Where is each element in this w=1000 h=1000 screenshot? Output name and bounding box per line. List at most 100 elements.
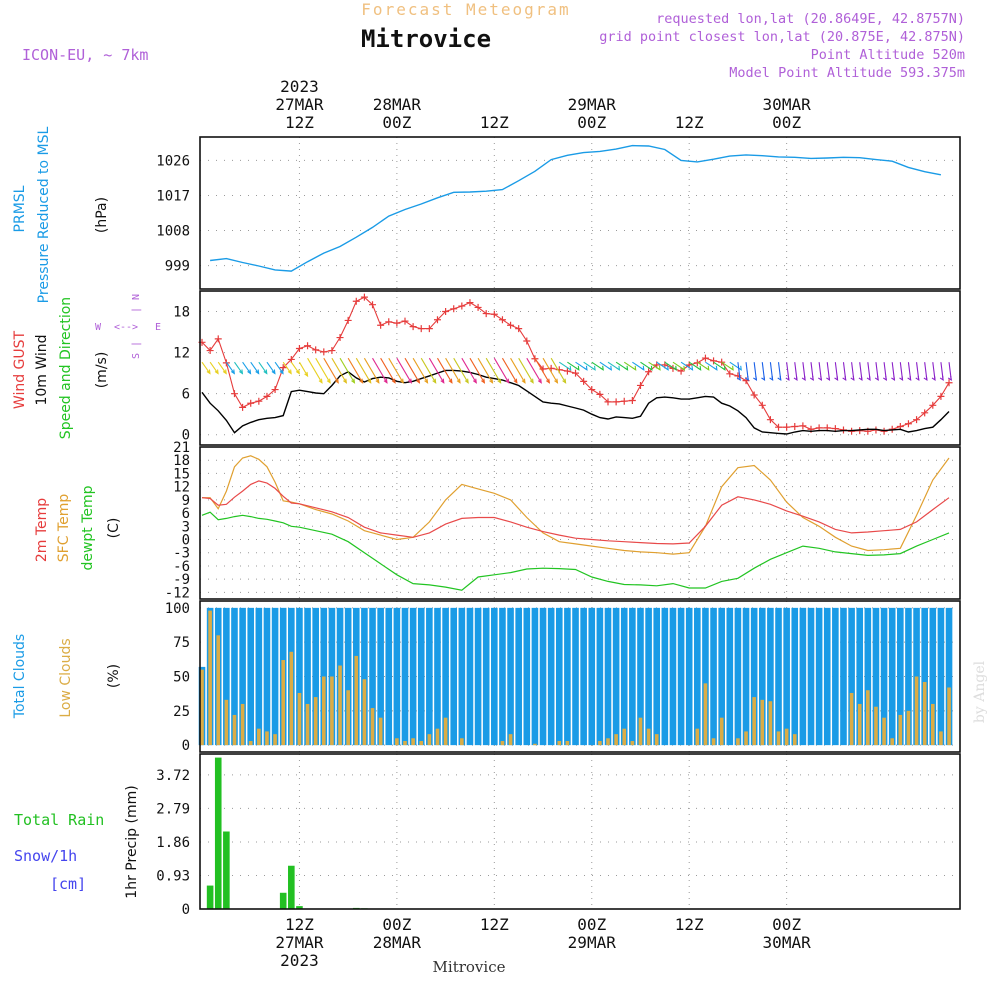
wind-arrowhead [521,378,526,384]
y-tick-label: 0.93 [156,868,190,884]
bottom-time-label: 28MAR [373,933,422,952]
wind-arrowhead [230,369,235,375]
gust-marker [904,420,912,428]
low-cloud-bar [614,734,618,746]
low-cloud-bar [443,717,448,746]
gust-marker [255,397,263,405]
wind-arrowhead [721,365,726,371]
low-cloud-bar [931,703,935,746]
panel-frame [199,136,961,290]
wind-arrowhead [713,365,718,371]
wind-arrowhead [931,375,936,382]
top-time-label: 29MAR [568,95,617,114]
gust-marker [669,364,677,372]
gust-marker [628,397,636,405]
wind-arrow [437,357,453,383]
gust-marker [791,423,799,431]
wind-arrowhead [947,375,952,382]
wind-arrowhead [464,378,469,384]
wind-arrowhead [826,375,831,382]
y-tick-label: -6 [173,559,190,575]
total-cloud-bar [231,607,238,746]
wind-arrowhead [777,375,782,382]
grid-coords: grid point closest lon,lat (20.875E, 42.… [599,29,965,45]
total-cloud-bar [263,607,271,746]
gust-marker [913,416,921,424]
wind-arrowhead [866,375,871,382]
gust-marker [360,293,368,301]
gust-marker [750,391,758,399]
total-cloud-bar [474,607,482,746]
gust-marker [880,427,888,435]
total-cloud-bar [393,607,401,746]
gust-marker [279,364,287,372]
prmsl-label: PRMSL [12,185,28,232]
wind-arrowhead [672,365,677,371]
wind-arrowhead [632,365,637,371]
wind-arrowhead [263,369,268,375]
wind-arrow [477,357,493,383]
wind-arrow [250,361,260,374]
svg-text:<-->: <--> [114,322,138,333]
wind-arrow [534,357,550,383]
low-cloud-bar [598,741,602,746]
gust-marker [937,392,945,400]
y-tick-label: 0 [182,738,190,754]
wind-arrowhead [279,369,284,375]
wind-arrowhead [874,375,879,382]
y-tick-label: 1.86 [156,835,190,851]
total-cloud-bar [499,607,506,746]
gust-marker [369,301,377,309]
y-tick-label: 999 [165,259,190,275]
gust-marker [515,325,523,333]
wind-arrowhead [705,365,710,371]
total-cloud-bar [377,607,384,746]
y-tick-label: 1017 [156,188,190,204]
total-cloud-bar [799,607,807,746]
watermark: by Angel [972,660,988,723]
wind-arrowhead [222,369,227,375]
y-tick-label: 2.79 [156,801,190,817]
wind-arrowhead [326,378,331,384]
wind-arrowhead [537,378,542,384]
bottom-time-label: 00Z [577,915,606,934]
wind-arrowhead [440,378,445,384]
y-tick-label: 25 [173,704,190,720]
wind-arrow [461,357,477,383]
total-cloud-bar [734,607,742,746]
gust-marker [596,390,604,398]
snow-label: Snow/1h [14,847,77,865]
y-tick-label: -3 [173,546,190,562]
total-cloud-bar [653,607,661,746]
wind-arrowhead [383,378,388,384]
compass-icon: N | W <--> E | S [95,294,161,359]
total-cloud-bar [832,607,839,746]
total-rain-label: Total Rain [14,811,104,829]
total-cloud-bar [742,607,750,746]
wind-arrowhead [529,378,534,384]
y-tick-label: 21 [173,440,190,456]
wind-arrowhead [858,375,863,382]
gust-marker [263,392,271,400]
low-cloud-bar [265,731,269,746]
low-cloud-bar [354,655,359,746]
wind-arrow [372,357,388,383]
gust-marker [304,342,312,350]
total-cloud-bar [539,607,547,746]
total-cloud-bar [515,607,522,746]
wind-arrowhead [640,365,645,371]
wind-arrowhead [834,375,839,382]
low-cloud-bar [638,717,643,746]
low-cloud-bar [744,731,748,746]
wind-arrowhead [753,375,758,382]
svg-text:N: N [131,294,142,300]
model-label: ICON-EU, ~ 7km [22,46,148,64]
low-cloud-bar [232,714,237,746]
wind-arrow [453,357,469,383]
total-cloud-bar [767,607,774,746]
y-tick-label: -12 [165,585,190,601]
gust-marker [442,308,450,316]
gust-marker [572,369,580,377]
low-cloud-bar [606,738,610,746]
